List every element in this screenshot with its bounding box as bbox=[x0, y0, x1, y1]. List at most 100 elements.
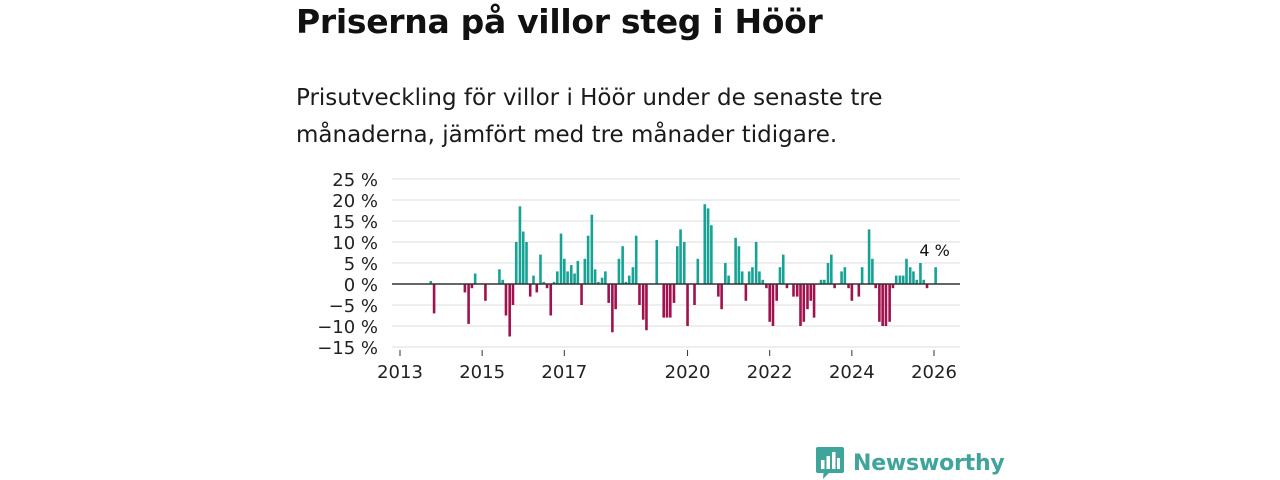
bar bbox=[894, 275, 898, 284]
x-tick-label: 2020 bbox=[665, 362, 711, 383]
bar bbox=[682, 242, 686, 284]
bar bbox=[737, 246, 741, 284]
bar bbox=[843, 267, 847, 284]
bar bbox=[563, 258, 566, 284]
bar bbox=[802, 284, 806, 322]
bar bbox=[470, 284, 474, 289]
bar bbox=[645, 284, 648, 331]
bar bbox=[604, 271, 607, 284]
bar bbox=[734, 237, 737, 284]
bar bbox=[806, 284, 809, 310]
y-tick-label: −15 % bbox=[317, 338, 378, 359]
bar bbox=[593, 269, 597, 284]
bar bbox=[624, 281, 628, 284]
bar bbox=[795, 284, 799, 297]
bar bbox=[473, 273, 477, 284]
bar bbox=[504, 284, 508, 316]
chart-subtitle: Prisutveckling för villor i Höör under d… bbox=[296, 85, 883, 148]
bar bbox=[634, 235, 638, 284]
bar bbox=[556, 271, 559, 284]
bar bbox=[668, 284, 672, 318]
bar bbox=[586, 235, 590, 284]
bar bbox=[484, 284, 487, 301]
y-tick-label: −5 % bbox=[329, 296, 378, 317]
bar bbox=[655, 239, 659, 284]
bar bbox=[542, 281, 546, 284]
bar bbox=[706, 208, 710, 284]
bar bbox=[686, 284, 689, 326]
bar bbox=[641, 284, 645, 320]
bar bbox=[740, 271, 744, 284]
x-tick-label: 2013 bbox=[377, 362, 423, 383]
bar bbox=[508, 284, 511, 337]
bar bbox=[724, 263, 727, 284]
bar bbox=[525, 242, 528, 284]
bar bbox=[521, 231, 525, 284]
bar bbox=[528, 284, 532, 297]
bar bbox=[514, 242, 518, 284]
bar bbox=[768, 284, 771, 322]
bar bbox=[871, 258, 874, 284]
bar bbox=[566, 271, 569, 284]
bar bbox=[590, 214, 594, 284]
bar bbox=[847, 284, 850, 289]
bar bbox=[467, 284, 470, 324]
annotation-label: 4 % bbox=[919, 241, 949, 260]
bar bbox=[627, 275, 631, 284]
bar bbox=[429, 281, 433, 284]
bar bbox=[878, 284, 881, 322]
bar bbox=[545, 284, 549, 289]
bar bbox=[747, 271, 751, 284]
bar bbox=[539, 254, 542, 284]
bar bbox=[826, 263, 830, 284]
bar bbox=[621, 246, 624, 284]
newsworthy-brand: Newsworthy bbox=[815, 446, 1005, 480]
x-tick-label: 2015 bbox=[459, 362, 505, 383]
bar bbox=[576, 260, 580, 284]
bar bbox=[781, 254, 785, 284]
bar bbox=[580, 284, 583, 305]
bar bbox=[549, 284, 553, 316]
bar bbox=[758, 271, 761, 284]
bar bbox=[751, 267, 754, 284]
bar bbox=[881, 284, 884, 326]
bar bbox=[532, 275, 535, 284]
x-tick-label: 2022 bbox=[747, 362, 793, 383]
bar bbox=[662, 284, 666, 318]
bar bbox=[463, 284, 467, 293]
bar bbox=[675, 246, 679, 284]
bar bbox=[573, 273, 576, 284]
bar bbox=[874, 284, 877, 289]
bar bbox=[518, 206, 522, 284]
bar bbox=[761, 279, 765, 284]
bar bbox=[867, 229, 871, 284]
bar bbox=[934, 267, 937, 284]
bar bbox=[799, 284, 802, 326]
bar bbox=[908, 267, 912, 284]
bar bbox=[905, 258, 908, 284]
bar bbox=[778, 267, 782, 284]
bar bbox=[833, 284, 836, 289]
y-tick-label: −10 % bbox=[317, 317, 378, 338]
bar bbox=[583, 258, 587, 284]
bar bbox=[501, 279, 504, 284]
bar bbox=[785, 284, 789, 289]
bar bbox=[891, 284, 895, 289]
x-tick-label: 2017 bbox=[541, 362, 587, 383]
bar bbox=[925, 284, 929, 289]
bar-layer bbox=[429, 204, 937, 337]
y-tick-label: 20 % bbox=[332, 191, 378, 212]
bar bbox=[792, 284, 795, 297]
brand-name: Newsworthy bbox=[853, 450, 1005, 476]
bar bbox=[915, 279, 919, 284]
bar bbox=[898, 275, 902, 284]
bar bbox=[535, 284, 539, 293]
y-tick-label: 10 % bbox=[332, 233, 378, 254]
bar bbox=[672, 284, 676, 303]
bar bbox=[693, 284, 696, 305]
bar bbox=[552, 281, 556, 284]
bar bbox=[511, 284, 515, 305]
bar bbox=[809, 284, 813, 301]
bar bbox=[922, 279, 926, 284]
